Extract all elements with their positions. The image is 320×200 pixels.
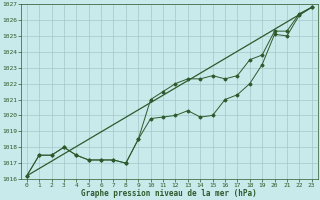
X-axis label: Graphe pression niveau de la mer (hPa): Graphe pression niveau de la mer (hPa): [81, 189, 257, 198]
